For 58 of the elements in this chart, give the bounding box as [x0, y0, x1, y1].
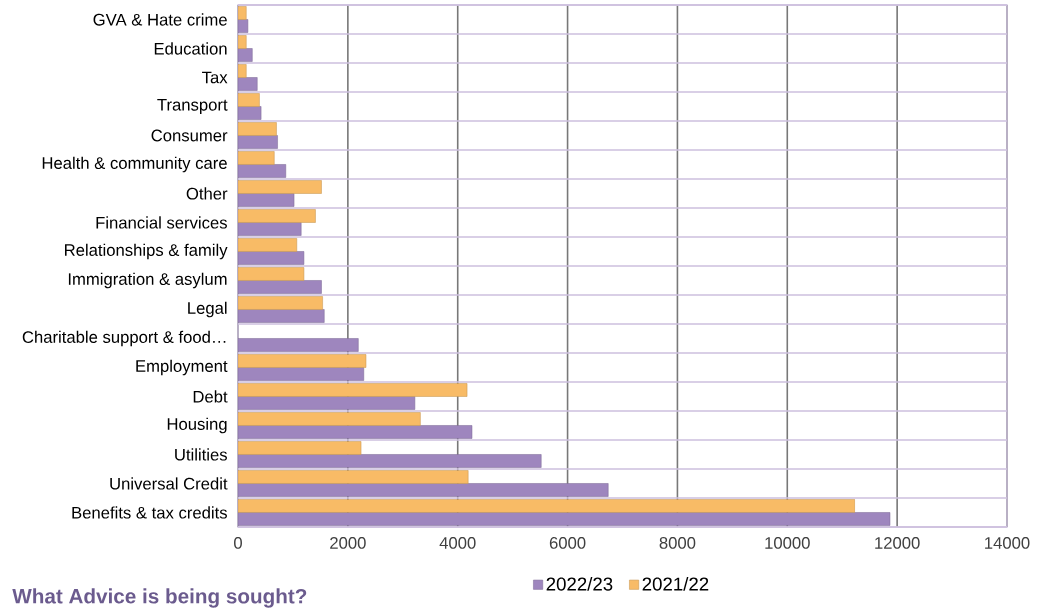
bar [238, 367, 365, 381]
bar [238, 19, 249, 33]
x-tick-label: 10000 [765, 537, 810, 549]
x-tick-label: 6000 [549, 537, 586, 549]
bar [238, 412, 421, 426]
bar [238, 251, 305, 265]
legend-label: 2021/22 [642, 576, 709, 591]
bar [238, 512, 891, 526]
bar [238, 77, 258, 91]
y-tick-label: Other [186, 187, 228, 200]
y-tick-label: Health & community care [42, 156, 227, 173]
x-tick-label: 4000 [439, 537, 476, 549]
y-tick-label: Employment [136, 359, 228, 376]
bar [238, 222, 302, 236]
y-tick-label: Consumer [151, 129, 228, 142]
y-tick-label: Universal Credit [110, 477, 228, 490]
bar [238, 280, 322, 294]
x-tick-label: 14000 [985, 537, 1030, 549]
bar [238, 238, 298, 252]
bar [238, 425, 473, 439]
bar [238, 383, 468, 397]
text: What Advice is being sought? [12, 588, 307, 608]
y-tick-label: Relationships & family [65, 243, 228, 260]
bar [238, 164, 287, 178]
y-tick-label: Financial services [96, 216, 227, 229]
bar [238, 209, 316, 223]
bar [238, 354, 367, 368]
bar [238, 193, 295, 207]
bar [238, 309, 325, 323]
bar [238, 483, 609, 497]
bar [238, 499, 856, 513]
bar [238, 470, 469, 484]
x-tick-label: 2000 [330, 537, 366, 549]
bar [238, 296, 323, 310]
y-tick-label: Tax [202, 71, 228, 84]
y-tick-label: Debt [193, 390, 228, 403]
bar [238, 106, 262, 120]
y-tick-label: Utilities [175, 448, 227, 461]
x-tick-label: 8000 [659, 537, 696, 549]
bar [238, 338, 359, 352]
bar [238, 135, 278, 149]
legend-label: 2022/23 [546, 576, 613, 591]
bar [238, 48, 253, 62]
y-tick-label: Education [154, 42, 227, 55]
bar [238, 454, 542, 468]
y-tick-label: Charitable support & food… [22, 330, 226, 347]
y-tick-label: GVA & Hate crime [93, 13, 227, 26]
y-tick-label: Immigration & asylum [68, 272, 227, 289]
y-tick-label: Transport [157, 99, 228, 114]
x-tick-label: 12000 [875, 537, 920, 549]
y-tick-label: Benefits & tax credits [72, 506, 227, 519]
bar [238, 441, 362, 455]
y-tick-label: Legal [188, 301, 227, 318]
bar [238, 267, 305, 281]
x-tick-label: 0 [234, 537, 242, 549]
bar [238, 180, 322, 194]
y-tick-label: Housing [167, 417, 227, 434]
bar [238, 396, 416, 410]
